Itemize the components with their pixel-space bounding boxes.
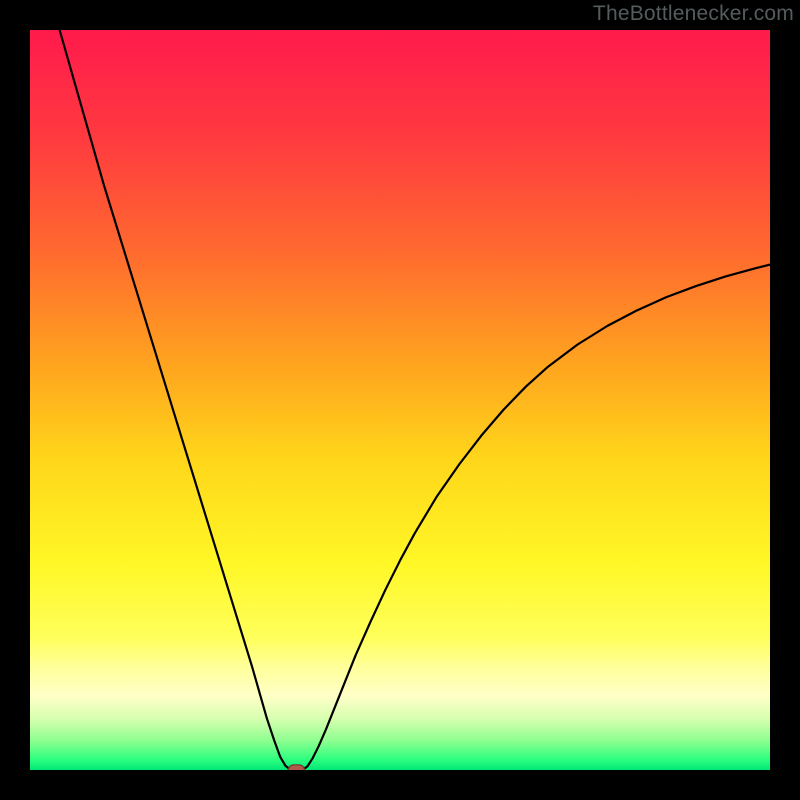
plot-area bbox=[30, 30, 770, 770]
chart-container: TheBottlenecker.com bbox=[0, 0, 800, 800]
watermark-text: TheBottlenecker.com bbox=[593, 2, 794, 26]
optimal-point-marker bbox=[288, 765, 304, 770]
gradient-background bbox=[30, 30, 770, 770]
